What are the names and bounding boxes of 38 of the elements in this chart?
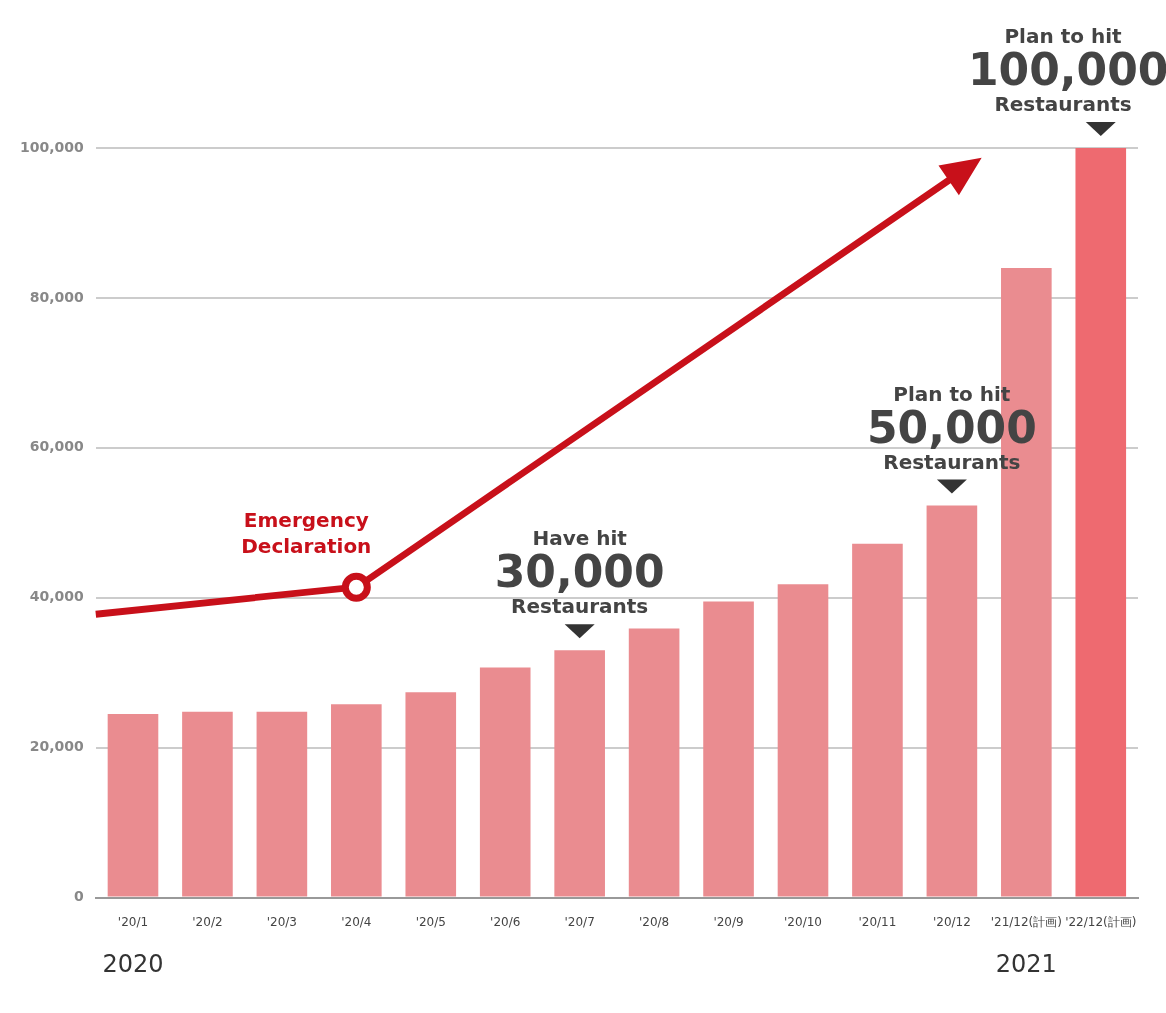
bar bbox=[628, 628, 680, 897]
bar bbox=[107, 713, 159, 897]
bar bbox=[1075, 148, 1127, 897]
x-tick-label: '20/5 bbox=[415, 914, 446, 929]
x-tick-label: '20/10 bbox=[784, 914, 822, 929]
bar bbox=[926, 505, 978, 897]
x-tick-label: '20/2 bbox=[192, 914, 223, 929]
bar bbox=[852, 543, 903, 897]
bar bbox=[256, 711, 308, 897]
x-tick-label: '20/4 bbox=[341, 914, 372, 929]
text: 2021 bbox=[994, 949, 1058, 978]
x-tick-label: '20/9 bbox=[713, 914, 744, 929]
x-tick-label: '22/12(計画) bbox=[1065, 914, 1137, 929]
y-tick-label: 100,000 bbox=[20, 138, 85, 155]
x-tick-label: '20/12 bbox=[932, 914, 971, 929]
annotation: Plan to hit 100,000 Restaurants bbox=[968, 24, 1166, 116]
annotation: Have hit 30,000 Restaurants bbox=[493, 526, 666, 619]
y-tick-label: 0 bbox=[74, 888, 85, 905]
bar bbox=[405, 692, 457, 897]
bar bbox=[479, 667, 531, 897]
x-tick-label: '20/8 bbox=[638, 914, 670, 929]
y-tick-label: 60,000 bbox=[29, 438, 85, 455]
x-tick-label: '20/7 bbox=[564, 914, 595, 929]
x-tick-label: '20/6 bbox=[490, 914, 521, 929]
bar bbox=[182, 711, 233, 897]
y-tick-label: 20,000 bbox=[29, 738, 85, 755]
x-tick-label: '21/12(計画) bbox=[990, 914, 1062, 929]
y-tick-label: 40,000 bbox=[29, 588, 85, 605]
bar bbox=[777, 584, 829, 897]
bar bbox=[554, 650, 605, 897]
x-tick-label: '20/11 bbox=[858, 914, 897, 929]
text: 2020 bbox=[101, 949, 165, 978]
bar bbox=[331, 704, 382, 897]
y-tick-label: 80,000 bbox=[29, 288, 85, 305]
annotation: Emergency Declaration bbox=[240, 507, 373, 560]
x-tick-label: '20/1 bbox=[117, 914, 149, 929]
x-tick-label: '20/3 bbox=[266, 914, 297, 929]
bar bbox=[703, 601, 754, 897]
